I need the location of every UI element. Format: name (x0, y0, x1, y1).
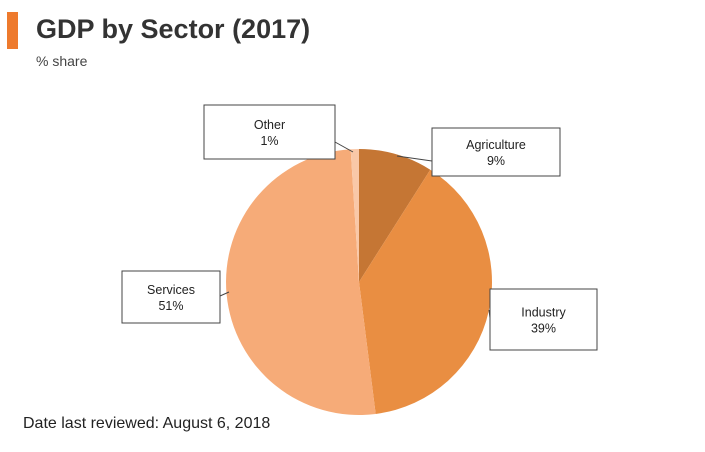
callout-leader-other (334, 141, 354, 153)
callout-other: Other 1% (203, 104, 354, 160)
callout-box-services (121, 270, 221, 324)
slice-value-other: 1% (260, 134, 278, 148)
title-accent-bar (7, 12, 18, 49)
slice-label-agriculture: Agriculture (466, 138, 526, 152)
slice-label-industry: Industry (521, 306, 566, 320)
callout-services: Services 51% (121, 270, 230, 324)
chart-title: GDP by Sector (2017) (36, 14, 311, 44)
pie-callouts: Agriculture 9% Industry 39% Services 51% Other… (121, 104, 598, 351)
callout-box-industry (489, 288, 598, 351)
callout-leader-services (219, 291, 230, 297)
callout-agriculture: Agriculture 9% (396, 127, 561, 177)
slice-label-services: Services (147, 283, 195, 297)
slice-value-agriculture: 9% (487, 154, 505, 168)
slice-label-other: Other (254, 118, 285, 132)
pie-slice-industry (359, 169, 493, 414)
pie-slice-services (226, 149, 376, 415)
slice-value-services: 51% (158, 299, 183, 313)
date-last-reviewed: Date last reviewed: August 6, 2018 (23, 415, 271, 432)
pie-slice-other (350, 149, 359, 282)
pie-slice-agriculture (359, 149, 431, 282)
callout-box-agriculture (431, 127, 561, 177)
callout-box-other (203, 104, 336, 160)
pie-slices (226, 149, 493, 415)
chart-subtitle: % share (36, 53, 88, 69)
callout-leader-agriculture (396, 155, 433, 162)
callout-industry: Industry 39% (488, 288, 598, 351)
slice-value-industry: 39% (531, 322, 556, 336)
